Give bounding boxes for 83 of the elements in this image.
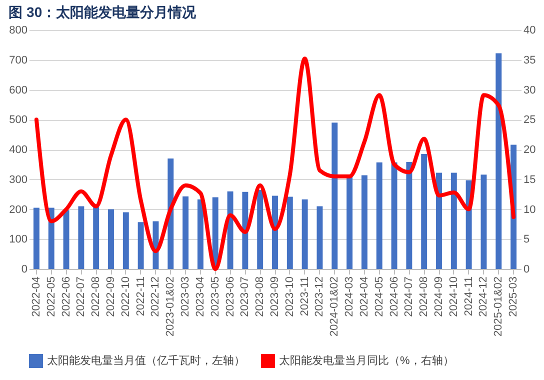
x-tick-label: 2022-06 — [60, 276, 72, 317]
bar — [316, 206, 323, 269]
bar — [93, 207, 100, 269]
legend-label: 太阳能发电量当月同比（%，右轴） — [279, 354, 454, 367]
x-tick-label: 2025-03 — [508, 276, 520, 317]
x-tick-label: 2024-07 — [403, 276, 416, 317]
y-tick-label: 700 — [9, 54, 28, 66]
x-tick-label: 2023-05 — [209, 276, 222, 317]
x-tick-label: 2023-03 — [180, 276, 192, 317]
bar — [450, 172, 457, 269]
y-tick-label: 600 — [9, 84, 28, 96]
line-series — [34, 56, 516, 271]
y-tick-label: 100 — [9, 234, 28, 246]
y-tick-label: 200 — [9, 204, 28, 216]
x-tick-label: 2022-05 — [45, 276, 58, 317]
x-tick-label: 2023-08 — [254, 276, 266, 317]
y2-tick-label: 5 — [524, 234, 530, 246]
x-tick-label: 2024-03 — [344, 276, 356, 317]
y-tick-label: 300 — [9, 174, 28, 186]
bar — [302, 199, 308, 269]
y2-tick-label: 10 — [524, 204, 536, 216]
y-tick-label: 0 — [21, 264, 28, 276]
x-tick-label: 2022-11 — [134, 276, 147, 316]
bar — [257, 190, 264, 269]
x-tick-label: 2022-09 — [105, 276, 117, 317]
bar — [48, 208, 54, 269]
y2-tick-label: 40 — [524, 24, 536, 36]
x-tick-label: 2024-06 — [388, 276, 400, 317]
x-tick-label: 2024-12 — [478, 276, 490, 317]
chart-title: 图 30：太阳能发电量分月情况 — [8, 4, 198, 20]
bar — [63, 210, 70, 269]
bar — [436, 172, 442, 269]
x-tick-label: 2025-01&02 — [492, 276, 505, 336]
x-tick-label: 2024-10 — [448, 276, 460, 317]
y2-tick-label: 20 — [524, 144, 536, 156]
bar — [391, 162, 398, 269]
x-tick-label: 2023-09 — [269, 276, 281, 317]
y-tick-label: 800 — [9, 24, 28, 36]
x-tick-label: 2022-04 — [30, 276, 42, 317]
x-tick-label: 2024-08 — [418, 276, 430, 317]
x-tick-label: 2024-11 — [462, 276, 475, 316]
y-tick-label: 500 — [9, 114, 28, 126]
bar — [286, 196, 293, 269]
bar — [346, 176, 353, 269]
bar — [182, 196, 189, 269]
x-tick-label: 2023-01&02 — [164, 276, 177, 336]
y2-tick-label: 0 — [524, 264, 530, 276]
x-tick-label: 2023-10 — [284, 276, 296, 317]
x-tick-label: 2024-09 — [433, 276, 445, 317]
bar — [108, 209, 114, 269]
y2-tick-label: 25 — [524, 114, 536, 126]
x-tick-label: 2023-06 — [224, 276, 236, 317]
x-tick-label: 2022-08 — [90, 276, 102, 317]
bar — [376, 162, 382, 269]
legend-label: 太阳能发电量当月值（亿千瓦时，左轴） — [47, 354, 245, 367]
bar — [138, 222, 144, 269]
bar — [272, 196, 278, 269]
x-tick-label: 2022-10 — [120, 276, 132, 317]
bar — [496, 53, 502, 269]
bar — [197, 199, 204, 269]
x-tick-label: 2023-12 — [314, 276, 326, 317]
x-tick-label: 2022-12 — [150, 276, 162, 317]
bar — [332, 122, 338, 269]
bar — [406, 162, 412, 269]
x-tick-label: 2024-05 — [373, 276, 386, 317]
x-tick-label: 2022-07 — [75, 276, 88, 317]
bar — [480, 174, 487, 269]
bar — [421, 154, 428, 269]
x-tick-label: 2024-04 — [358, 276, 370, 317]
y2-tick-label: 35 — [524, 54, 536, 66]
bar — [122, 212, 129, 269]
bar — [33, 208, 40, 269]
bar — [227, 191, 234, 269]
x-tick-label: 2023-07 — [239, 276, 252, 317]
x-tick-label: 2024-01&02 — [328, 276, 341, 336]
bar — [361, 175, 368, 269]
x-tick-label: 2023-11 — [298, 276, 311, 316]
y2-tick-label: 15 — [524, 174, 536, 186]
y-tick-label: 400 — [9, 144, 28, 156]
bar — [242, 192, 248, 269]
x-tick-label: 2023-04 — [194, 276, 206, 317]
bar — [78, 206, 84, 269]
y2-tick-label: 30 — [524, 84, 536, 96]
